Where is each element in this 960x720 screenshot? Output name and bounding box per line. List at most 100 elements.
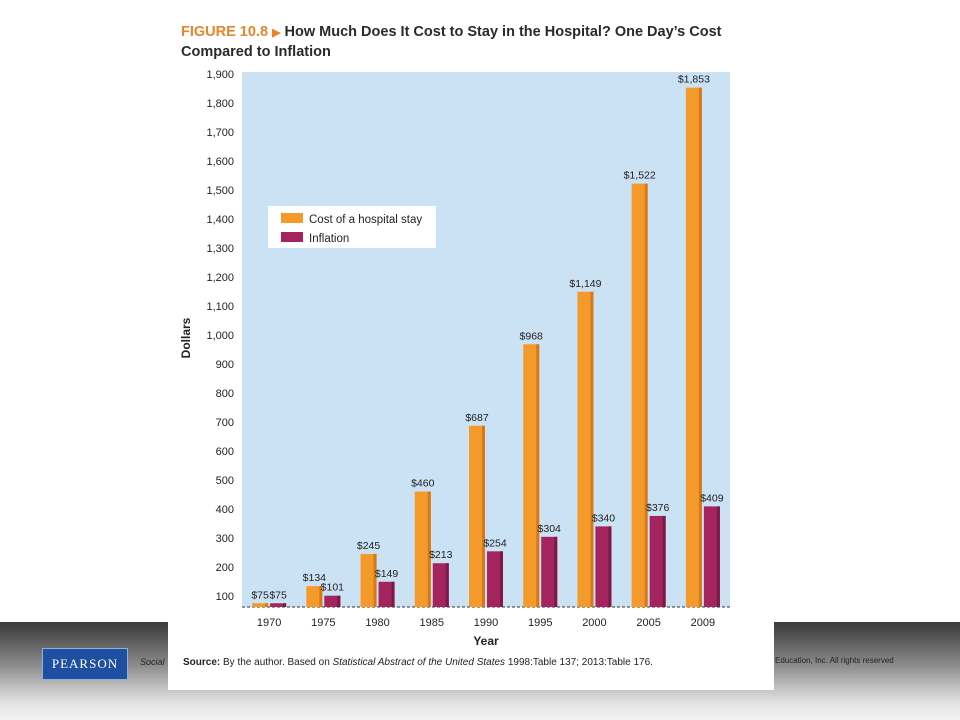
y-tick-label: 1,500 [206,185,234,197]
data-label-hospital: $968 [520,330,544,342]
bar-shade-inflation [500,551,503,607]
data-label-inflation: $340 [592,512,616,524]
bar-inflation [703,506,720,607]
y-tick-label: 1,300 [206,243,234,255]
bar-inflation [324,595,341,607]
bar-shade-hospital [373,553,377,607]
legend-label-hospital: Cost of a hospital stay [309,214,422,226]
source-text-1: By the author. Based on [220,657,333,668]
bar-hospital [414,491,431,607]
bar-shade-inflation [716,506,720,607]
source-publication: Statistical Abstract of the United State… [332,657,506,668]
y-tick-label: 1,600 [206,156,234,168]
legend-swatch-hospital [281,213,303,223]
data-label-inflation: $409 [700,492,724,504]
data-label-inflation: $254 [483,537,507,549]
y-tick-label: 1,000 [206,330,234,342]
y-tick-label: 1,700 [206,127,234,139]
data-label-hospital: $245 [357,540,381,552]
bar-shade-inflation [445,563,449,607]
bar-hospital [469,425,485,607]
bar-shade-inflation [337,595,341,607]
source-text-2: 1998:Table 137; 2013:Table 176. [505,657,653,668]
bar-inflation [487,551,503,607]
bar-hospital [306,586,323,607]
data-label-inflation: $149 [375,568,399,580]
bar-inflation [541,536,558,607]
figure-title-block: FIGURE 10.8 ▶ How Much Does It Cost to St… [181,23,741,62]
bar-shade-hospital [644,183,648,607]
bar-shade-hospital [482,425,485,607]
bars: $75 $75 $134$101 $245 $149 $460 $213 $687 $254 $9… [251,74,724,607]
bar-shade-hospital [427,491,431,607]
data-label-inflation: $101 [321,582,345,594]
x-tick-label: 2000 [582,617,606,629]
bar-shade-hospital [536,344,540,607]
x-tick-label: 2009 [691,617,715,629]
bar-inflation [595,526,612,607]
figure-number: FIGURE 10.8 [181,24,269,40]
bar-shade-hospital [590,291,594,607]
bar-shade-hospital [319,586,323,607]
data-label-hospital: $687 [465,412,489,424]
data-label-hospital: $75 [251,589,269,601]
bar-shade-inflation [283,603,287,607]
bar-inflation [270,603,287,607]
bar-hospital [523,344,540,607]
source-prefix: Source: [183,657,221,668]
y-tick-label: 500 [216,475,234,487]
legend: Cost of a hospital stay Inflation [268,206,436,248]
data-label-hospital: $134 [303,572,327,584]
data-label-inflation: $75 [269,589,287,601]
y-tick-label: 300 [216,533,234,545]
x-tick-label: 1985 [420,617,444,629]
data-label-inflation: $213 [429,549,453,561]
y-tick-label: 700 [216,417,234,429]
x-axis-ticks: 1970 1975 1980 1985 1990 1995 2000 2005 2009 [257,617,715,629]
figure-title: How Much Does It Cost to Stay in the Hos… [181,24,722,60]
legend-label-inflation: Inflation [309,233,349,245]
pearson-logo: PEARSON [42,648,128,680]
bar-hospital [252,603,269,607]
data-label-hospital: $1,522 [624,170,656,182]
data-label-inflation: $304 [538,523,562,535]
source-note: Source: By the author. Based on Statisti… [183,657,653,668]
data-label-inflation: $376 [646,502,670,514]
bar-shade-inflation [554,536,558,607]
y-tick-label: 800 [216,388,234,400]
x-tick-label: 1975 [311,617,335,629]
data-label-hospital: $1,853 [678,74,710,86]
bar-hospital [631,183,648,607]
y-tick-label: 600 [216,446,234,458]
y-tick-label: 1,900 [206,69,234,81]
bar-hospital [577,291,594,607]
bar-shade-inflation [391,581,395,607]
y-tick-label: 200 [216,562,234,574]
y-tick-label: 1,400 [206,214,234,226]
bar-shade-inflation [608,526,612,607]
y-axis-ticks: 100 200 300 400 500 600 700 800 900 1,000 1,100 1,2… [206,69,234,603]
x-tick-label: 1980 [365,617,389,629]
bar-hospital [685,87,702,607]
y-tick-label: 1,800 [206,98,234,110]
plot-area [242,72,730,607]
x-tick-label: 1970 [257,617,281,629]
y-tick-label: 1,100 [206,301,234,313]
play-triangle-icon: ▶ [272,27,281,39]
x-axis-title: Year [473,634,499,648]
data-label-hospital: $460 [411,478,435,490]
bar-inflation [649,515,666,607]
bar-shade-inflation [662,515,666,607]
x-tick-label: 1995 [528,617,552,629]
footer-left-text: Social [140,657,165,667]
copyright-text: Education, Inc. All rights reserved [775,656,894,665]
bar-inflation [432,563,449,607]
y-tick-label: 900 [216,359,234,371]
bar-shade-hospital [265,603,269,607]
y-tick-label: 400 [216,504,234,516]
bar-inflation [378,581,395,607]
y-tick-label: 1,200 [206,272,234,284]
legend-swatch-inflation [281,232,303,242]
bar-shade-hospital [698,87,702,607]
chart: 100 200 300 400 500 600 700 800 900 1,000 1,100 1,2… [179,69,730,648]
